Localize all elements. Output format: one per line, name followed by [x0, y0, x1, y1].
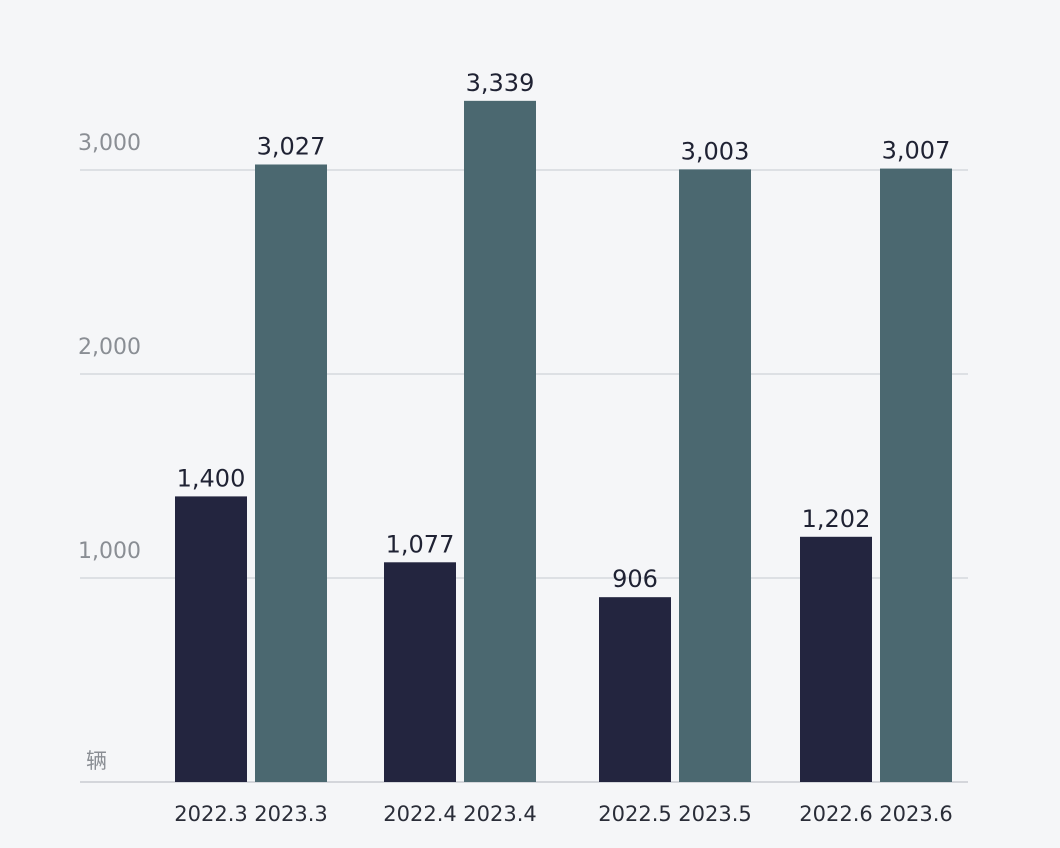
data-label: 3,027: [257, 132, 326, 160]
x-axis-ticks: 2022.3 2023.3 2022.4 2023.4 2022.5 2023.5 2022…: [174, 802, 952, 826]
data-label: 906: [612, 565, 658, 593]
y-axis-ticks: 1,000 2,000 3,000: [78, 131, 141, 564]
bar-2023.6: [880, 168, 952, 782]
x-tick-label: 2023.6: [879, 802, 952, 826]
bars: [175, 100, 952, 783]
x-tick-label: 2022.6: [799, 802, 872, 826]
value-labels: 1,400 3,027 1,077 3,339 906 3,003 1,202 3,007: [177, 69, 951, 593]
y-tick-label: 2,000: [78, 335, 141, 360]
x-tick-label: 2023.4: [463, 802, 536, 826]
data-label: 3,007: [882, 137, 951, 165]
x-tick-label: 2023.3: [254, 802, 327, 826]
data-label: 1,400: [177, 464, 246, 492]
data-label: 3,339: [466, 69, 535, 97]
bar-2023.3: [255, 164, 327, 782]
bar-2022.5: [599, 597, 671, 782]
y-axis-unit-label: 辆: [86, 749, 107, 773]
bar-2022.4: [384, 562, 456, 782]
bar-2023.4: [464, 100, 536, 783]
x-tick-label: 2022.5: [598, 802, 671, 826]
x-tick-label: 2022.3: [174, 802, 247, 826]
bar-2023.5: [679, 169, 751, 782]
data-label: 1,077: [386, 530, 455, 558]
bar-2022.3: [175, 496, 247, 782]
data-label: 1,202: [802, 505, 871, 533]
x-tick-label: 2023.5: [678, 802, 751, 826]
x-tick-label: 2022.4: [383, 802, 456, 826]
bar-2022.6: [800, 536, 872, 782]
y-tick-label: 3,000: [78, 131, 141, 156]
y-tick-label: 1,000: [78, 539, 141, 564]
data-label: 3,003: [681, 137, 750, 165]
